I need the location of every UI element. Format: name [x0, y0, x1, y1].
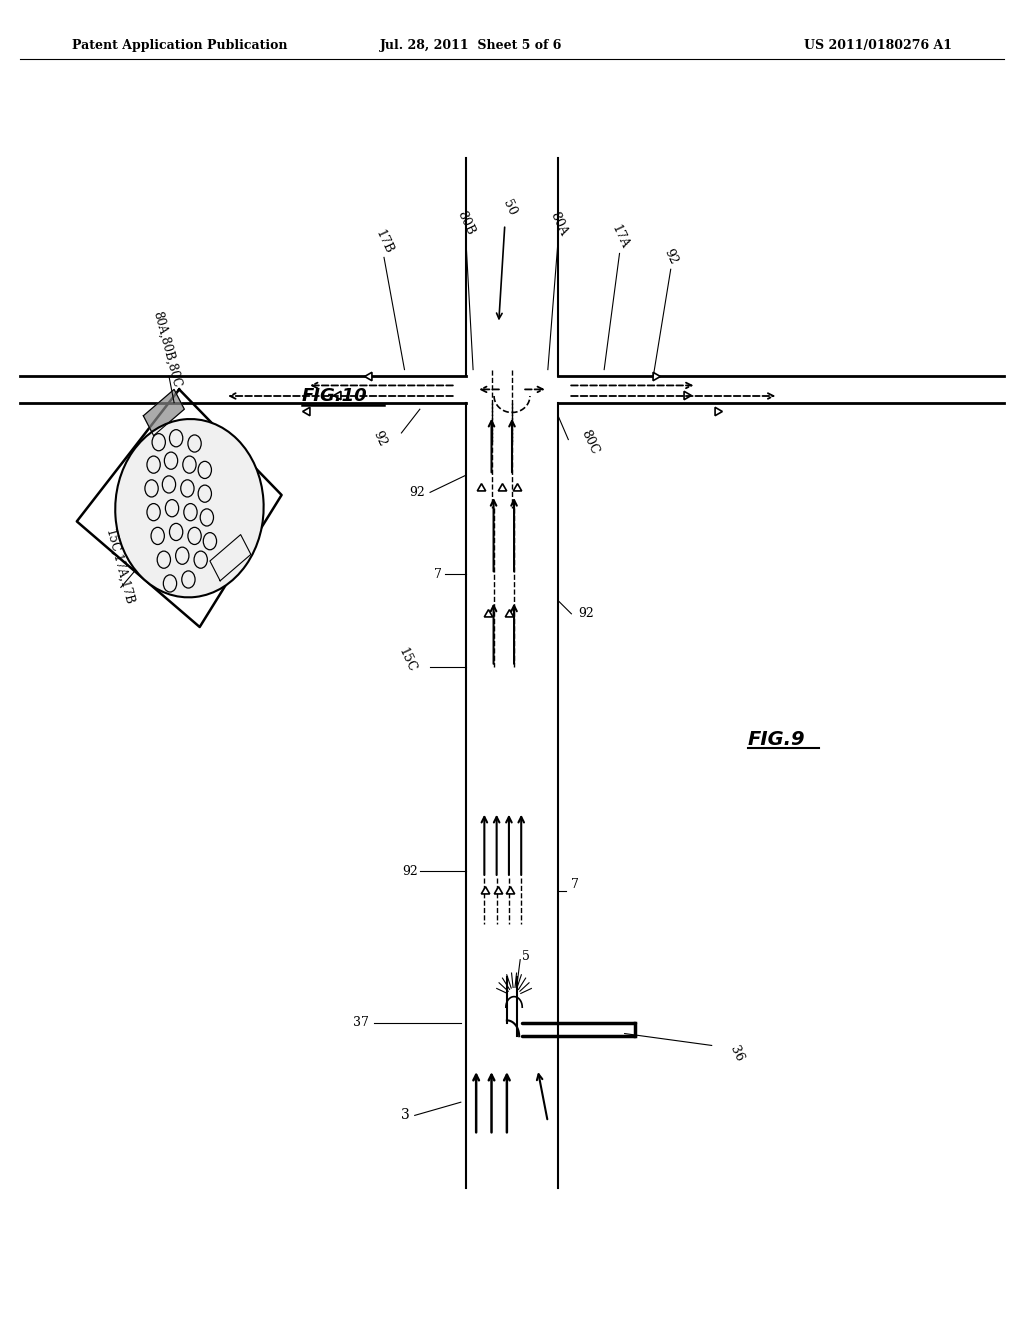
Text: Jul. 28, 2011  Sheet 5 of 6: Jul. 28, 2011 Sheet 5 of 6 [380, 40, 562, 51]
Text: 92: 92 [410, 486, 425, 499]
Polygon shape [210, 535, 251, 581]
Ellipse shape [116, 418, 263, 598]
Text: 92: 92 [579, 607, 594, 620]
Text: 80C: 80C [579, 428, 601, 457]
Text: 80A: 80A [547, 210, 569, 238]
Text: 15C,17A,17B: 15C,17A,17B [102, 528, 135, 607]
Text: 36: 36 [727, 1043, 745, 1064]
Text: 80A,80B,80C: 80A,80B,80C [151, 310, 183, 389]
Text: 5: 5 [522, 950, 530, 964]
Text: Patent Application Publication: Patent Application Publication [72, 40, 287, 51]
Text: 92: 92 [371, 429, 389, 447]
Text: 3: 3 [400, 1109, 410, 1122]
Text: 7: 7 [434, 568, 442, 581]
Text: 80B: 80B [455, 210, 477, 238]
Text: 15C: 15C [395, 645, 418, 675]
Text: 92: 92 [662, 247, 680, 267]
Text: 37: 37 [352, 1016, 369, 1030]
Text: FIG.10: FIG.10 [302, 387, 368, 405]
Text: 92: 92 [402, 865, 418, 878]
Polygon shape [143, 389, 184, 436]
Text: US 2011/0180276 A1: US 2011/0180276 A1 [804, 40, 952, 51]
Text: 17A: 17A [608, 223, 631, 251]
Text: 50: 50 [501, 198, 519, 218]
Text: 17B: 17B [373, 228, 395, 256]
Text: FIG.9: FIG.9 [748, 730, 805, 748]
Text: 7: 7 [571, 878, 580, 891]
